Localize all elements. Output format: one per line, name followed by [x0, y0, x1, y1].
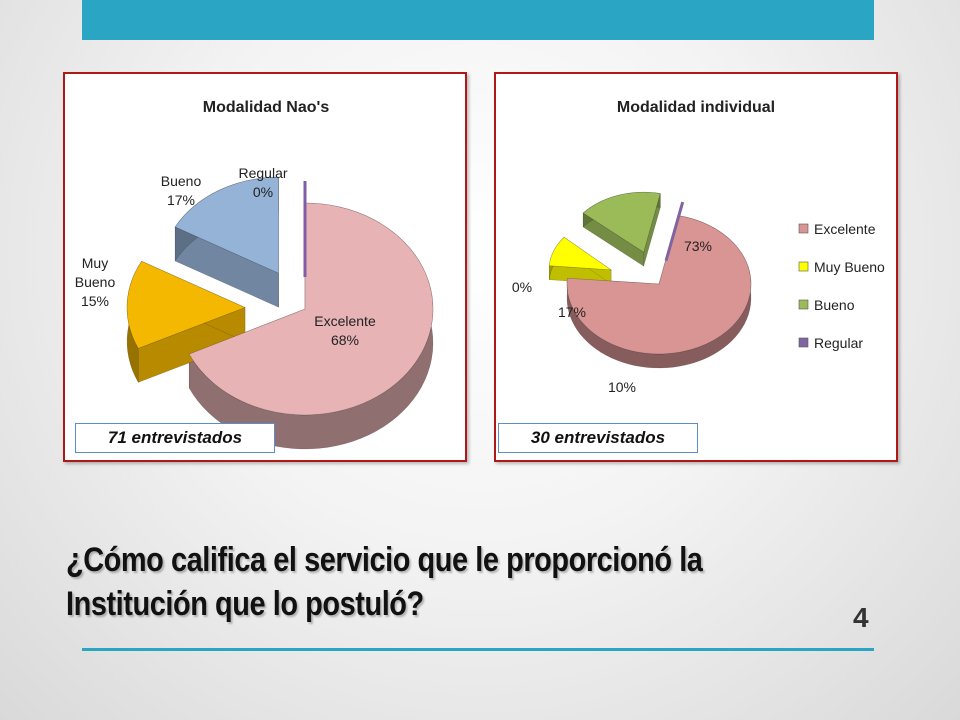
- data-label-regular-value: 0%: [253, 184, 273, 200]
- pie-chart-individual: Modalidad individual 73% 10% 17% 0% Excelente…: [512, 99, 885, 395]
- pie-slice-excelente: [188, 202, 434, 416]
- chart-panel-individual: Modalidad individual 73% 10% 17% 0% Excelente…: [494, 72, 898, 462]
- chart-panel-naos: Modalidad Nao's Excelente 68% Muy Bueno 15% Bu…: [63, 72, 467, 462]
- data-label-bueno-name: 17%: [558, 304, 586, 320]
- pie-slice-regular: [664, 201, 685, 262]
- respondents-count-naos: 71 entrevistados: [75, 423, 275, 453]
- bottom-accent-line: [82, 648, 874, 651]
- legend-label-excelente: Excelente: [814, 221, 876, 237]
- data-label-bueno-name: Bueno: [161, 173, 202, 189]
- data-label-excelente-value: 68%: [331, 332, 359, 348]
- pie-slice-bueno: [582, 191, 661, 253]
- chart-title: Modalidad individual: [617, 99, 775, 116]
- data-label-muy-bueno-value: Bueno: [75, 274, 116, 290]
- pie-chart-naos: Modalidad Nao's Excelente 68% Muy Bueno 15% Bu…: [75, 99, 434, 450]
- legend-swatch-bueno: [798, 299, 809, 310]
- pie-slice-muy-bueno: [548, 236, 613, 271]
- data-label-excelente-name: 73%: [684, 238, 712, 254]
- slide-title: ¿Cómo califica el servicio que le propor…: [66, 541, 703, 623]
- data-label-bueno-value: 17%: [167, 192, 195, 208]
- pie-slice-bueno: [174, 176, 279, 274]
- legend-swatch-excelente: [798, 223, 809, 234]
- legend-label-bueno: Bueno: [814, 297, 855, 313]
- respondents-count-individual: 30 entrevistados: [498, 423, 698, 453]
- legend-swatch-regular: [798, 337, 809, 348]
- page-number: 4: [853, 602, 869, 633]
- top-accent-bar: [82, 0, 874, 40]
- legend-label-regular: Regular: [814, 335, 863, 351]
- data-label-regular-name: Regular: [238, 165, 287, 181]
- data-label-muy-bueno-name: Muy: [82, 255, 108, 271]
- pie-slice-excelente: [566, 215, 752, 355]
- legend-swatch-muy-bueno: [798, 261, 809, 272]
- data-label-muy-bueno-name: 10%: [608, 379, 636, 395]
- data-label-excelente-name: Excelente: [314, 313, 376, 329]
- data-label-muy-bueno-value: 15%: [81, 293, 109, 309]
- data-label-regular-name: 0%: [512, 279, 532, 295]
- pie-slice-muy-bueno: [126, 260, 246, 349]
- legend-label-muy-bueno: Muy Bueno: [814, 259, 885, 275]
- chart-title: Modalidad Nao's: [203, 99, 330, 116]
